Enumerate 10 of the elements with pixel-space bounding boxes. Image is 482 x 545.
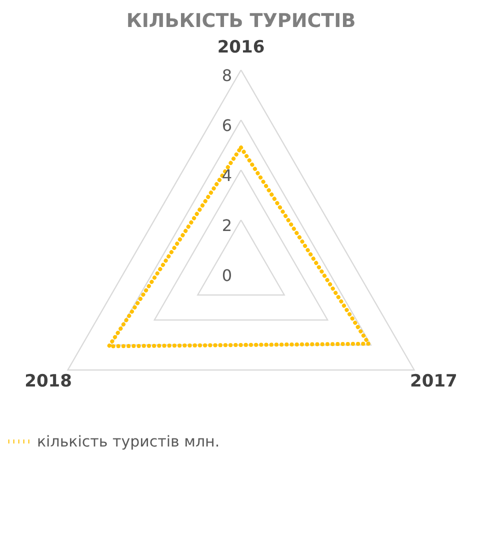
y-tick-label: 4 — [222, 166, 232, 185]
chart-title: КІЛЬКІСТЬ ТУРИСТІВ — [126, 10, 356, 32]
y-tick-label: 6 — [222, 116, 232, 135]
spoke-label: 2018 — [24, 371, 72, 392]
legend-label: кількість туристів млн. — [37, 432, 220, 450]
y-tick-label: 2 — [222, 216, 232, 235]
spoke-label: 2017 — [410, 371, 458, 392]
y-tick-label: 0 — [222, 266, 232, 285]
spoke-label: 2016 — [217, 38, 265, 58]
y-tick-label: 8 — [222, 66, 232, 85]
